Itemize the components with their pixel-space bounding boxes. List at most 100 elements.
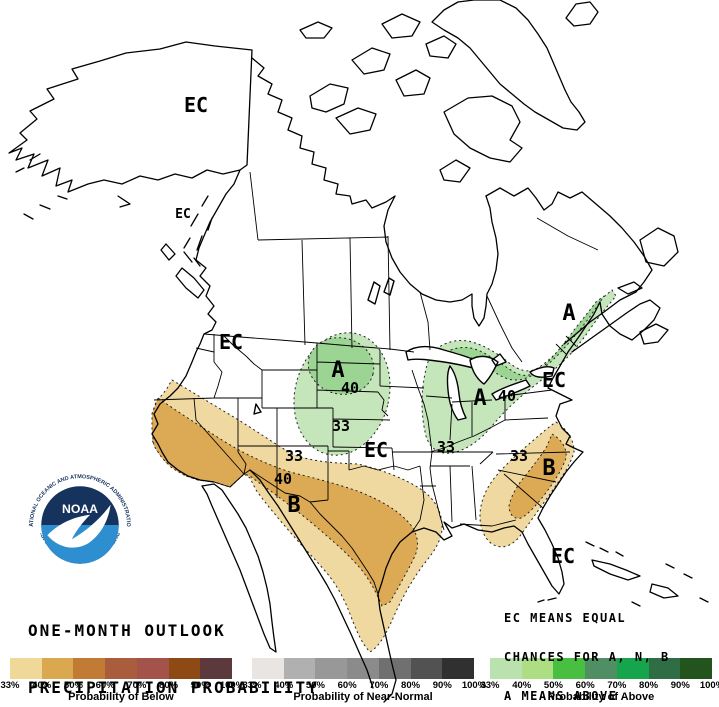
colorbar-tick: 33% — [480, 680, 500, 691]
legend-line-2: CHANCES FOR A, N, B — [504, 650, 670, 664]
noaa-seagull-icon — [47, 504, 111, 548]
great-lakes — [253, 277, 555, 421]
coast-gulf-st-lawrence — [571, 299, 661, 353]
colorbar-cell — [347, 658, 379, 679]
borders-us-west — [153, 333, 425, 503]
coast-greenland — [431, 0, 599, 131]
colorbar-below: 33% 40% 50% 60% 70% 80% 90% 100% Probability of… — [0, 658, 244, 703]
title-block: ONE-MONTH OUTLOOK PRECIPITATION PROBABIL… — [28, 583, 319, 707]
region-below-southwest-40 — [151, 397, 418, 607]
colorbar-below-cells — [10, 658, 233, 679]
colorbar-tick: 80% — [159, 680, 179, 691]
title-line-2: PRECIPITATION PROBABILITY — [28, 678, 319, 697]
coast-west — [151, 259, 217, 483]
colorbar-tick: 80% — [401, 680, 421, 691]
map-label-ec: EC — [184, 93, 208, 117]
legend-line-3: A MEANS ABOVE — [504, 689, 618, 703]
title-line-1: ONE-MONTH OUTLOOK — [28, 621, 226, 640]
colorbar-tick: 90% — [432, 680, 452, 691]
colorbar-tick: 100% — [699, 680, 719, 691]
colorbar-tick: 60% — [337, 680, 357, 691]
map-label-40: 40 — [341, 379, 359, 397]
coast-alaska-islands — [15, 153, 131, 220]
lake-huron — [469, 353, 507, 385]
map-label-a: A — [473, 386, 486, 411]
coast-vancouver-island — [160, 243, 205, 299]
colorbar-tick: 60% — [95, 680, 115, 691]
colorbar-cell — [136, 658, 169, 679]
map-label-a: A — [562, 301, 575, 326]
colorbar-tick: 90% — [670, 680, 690, 691]
colorbar-tick: 70% — [127, 680, 147, 691]
border-us-mexico — [213, 469, 379, 595]
borders-canada-provinces — [249, 171, 599, 363]
map-label-33: 33 — [332, 417, 350, 435]
lake-michigan — [446, 365, 467, 421]
lake-erie — [491, 379, 531, 401]
coast-alaska — [8, 41, 253, 193]
legend-line-1: EC MEANS EQUAL — [504, 611, 627, 625]
map-label-b: B — [287, 493, 300, 518]
colorbar-tick: 50% — [63, 680, 83, 691]
colorbar-cell — [648, 658, 681, 679]
region-above-northern-plains-40 — [307, 337, 375, 395]
map-label-33: 33 — [437, 438, 455, 456]
colorbar-cell — [200, 658, 233, 679]
border-us-canada — [203, 333, 415, 353]
region-below-southeast-33 — [479, 421, 575, 548]
map-label-ec: EC — [175, 207, 191, 222]
colorbar-tick: 80% — [639, 680, 659, 691]
map-label-33: 33 — [510, 447, 528, 465]
coast-arctic-archipelago — [299, 13, 523, 183]
colorbar-cell — [680, 658, 713, 679]
map-label-ec: EC — [364, 438, 388, 462]
lake-superior — [405, 345, 489, 373]
coast-labrador — [485, 187, 653, 345]
colorbar-tick: 40% — [32, 680, 52, 691]
region-below-southeast-40 — [508, 433, 567, 519]
map-label-40: 40 — [274, 470, 292, 488]
colorbar-cell — [315, 658, 348, 679]
colorbar-cell — [410, 658, 443, 679]
noaa-logo: NATIONAL OCEANIC AND ATMOSPHERIC ADMINIS… — [27, 472, 133, 578]
colorbar-cell — [442, 658, 475, 679]
small-lakes — [253, 277, 395, 415]
map-label-ec: EC — [219, 330, 243, 354]
region-above-midwest-northeast-33 — [421, 289, 617, 454]
colorbar-tick: 70% — [607, 680, 627, 691]
region-above-northern-plains-33 — [293, 332, 391, 456]
political-borders — [153, 171, 599, 595]
coast-hudson-bay — [383, 195, 499, 327]
region-above-midwest-northeast-40 — [445, 295, 605, 381]
colorbar-tick: 33% — [0, 680, 20, 691]
colorbar-cell — [105, 658, 137, 679]
noaa-logo-svg: NATIONAL OCEANIC AND ATMOSPHERIC ADMINIS… — [27, 472, 133, 578]
coast-arctic-mainland — [251, 57, 396, 209]
map-label-a: A — [331, 358, 344, 383]
map-label-40: 40 — [498, 387, 516, 405]
colorbar-cell — [41, 658, 74, 679]
coast-alaska-panhandle — [183, 169, 241, 267]
colorbar-cell — [73, 658, 106, 679]
colorbar-cell — [616, 658, 649, 679]
colorbar-tick: 90% — [190, 680, 210, 691]
colorbar-below-ticks: 33% 40% 50% 60% 70% 80% 90% 100% — [0, 679, 244, 691]
map-label-b: B — [542, 456, 555, 481]
map-label-ec: EC — [551, 544, 575, 568]
coast-maritime-islands — [617, 227, 679, 345]
colorbar-cell — [168, 658, 201, 679]
map-label-ec: EC — [542, 368, 566, 392]
lake-ontario — [529, 365, 555, 378]
borders-us-central — [328, 369, 445, 533]
colorbar-cell — [10, 658, 42, 679]
legend-key: EC MEANS EQUAL CHANCES FOR A, N, B A MEA… — [504, 586, 670, 707]
colorbar-tick: 100% — [219, 680, 245, 691]
colorbar-below-caption: Probability of Below — [68, 691, 174, 703]
colorbar-cell — [378, 658, 411, 679]
borders-us-east — [425, 335, 577, 527]
noaa-acronym: NOAA — [62, 502, 98, 516]
map-label-33: 33 — [285, 447, 303, 465]
colorbar-tick: 70% — [369, 680, 389, 691]
